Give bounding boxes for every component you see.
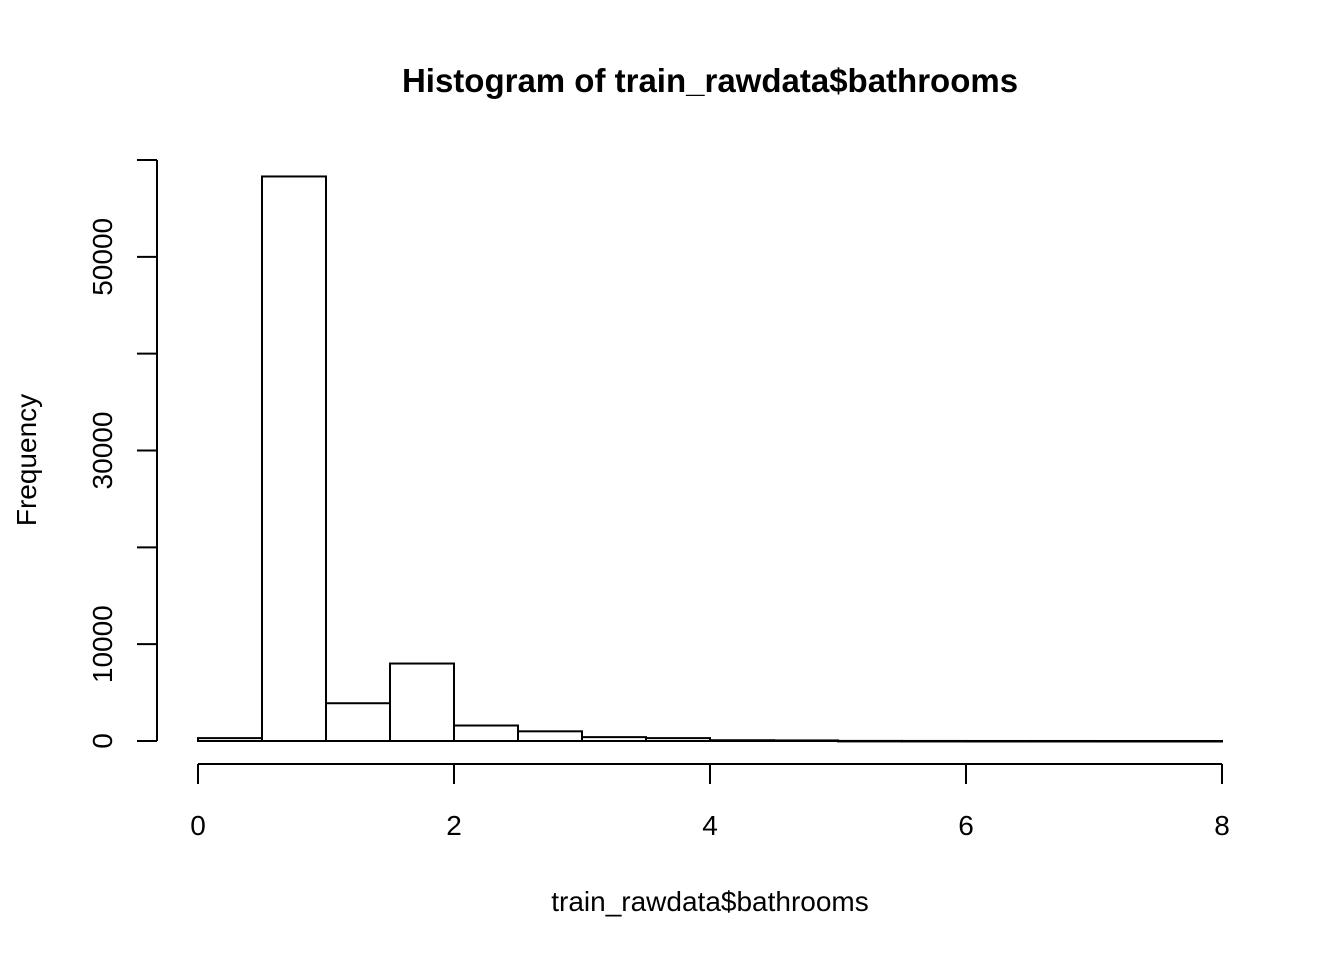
y-axis-label: Frequency	[11, 394, 42, 526]
histogram-bar	[325, 702, 391, 742]
x-tick-label: 4	[702, 810, 718, 841]
histogram-bars	[197, 175, 1223, 743]
histogram-bar	[709, 739, 775, 743]
y-tick-label: 0	[87, 733, 118, 749]
histogram-bar	[517, 730, 583, 742]
histogram-bar	[197, 737, 263, 742]
histogram-bar	[581, 736, 647, 742]
histogram-bar	[1157, 739, 1223, 743]
x-tick-label: 2	[446, 810, 462, 841]
histogram-bar	[965, 739, 1031, 743]
x-tick-label: 8	[1214, 810, 1230, 841]
histogram-bar	[453, 724, 519, 742]
x-axis: 0 2 4 6 8	[190, 763, 1230, 841]
histogram-bar	[389, 662, 455, 742]
y-axis: 0 10000 30000 50000	[87, 159, 158, 749]
histogram-bar	[1029, 739, 1095, 743]
histogram-bar	[901, 739, 967, 743]
histogram-bar	[1093, 739, 1159, 743]
x-axis-label: train_rawdata$bathrooms	[551, 886, 869, 917]
histogram-bar	[645, 737, 711, 742]
x-tick-label: 0	[190, 810, 206, 841]
histogram-bar	[773, 739, 839, 743]
y-tick-label: 10000	[87, 605, 118, 683]
histogram-bar	[261, 175, 327, 742]
x-tick-label: 6	[958, 810, 974, 841]
histogram-bar	[837, 739, 903, 743]
y-tick-label: 30000	[87, 412, 118, 490]
y-tick-label: 50000	[87, 218, 118, 296]
chart-title: Histogram of train_rawdata$bathrooms	[402, 62, 1018, 99]
